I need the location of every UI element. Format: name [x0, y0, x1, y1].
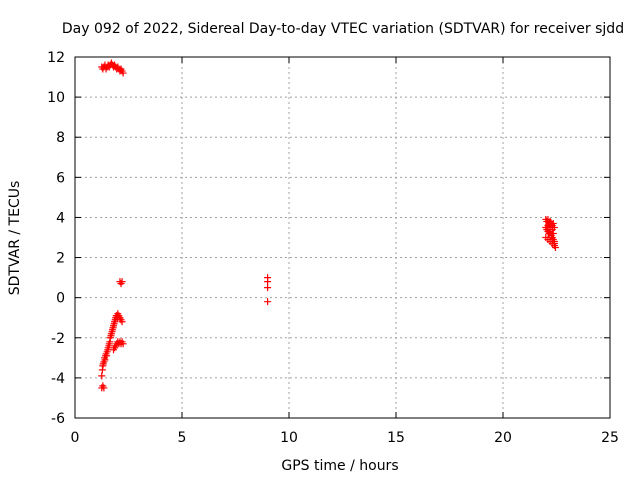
y-tick-label: -2: [51, 331, 65, 347]
x-tick-label: 10: [280, 430, 298, 446]
chart-title: Day 092 of 2022, Sidereal Day-to-day VTE…: [62, 21, 624, 37]
data-point: [98, 372, 106, 380]
data-point: [264, 298, 272, 306]
y-tick-label: 0: [56, 291, 65, 307]
data-point: [551, 244, 559, 252]
data-point: [118, 318, 126, 326]
y-tick-label: 8: [56, 130, 65, 146]
y-tick-label: 10: [47, 90, 65, 106]
data-point: [118, 278, 126, 286]
data-point: [100, 384, 108, 392]
plot-frame: [74, 56, 611, 419]
y-tick-label: 6: [56, 170, 65, 186]
x-tick-label: 15: [387, 430, 405, 446]
data-point: [549, 229, 557, 237]
data-point: [550, 240, 558, 248]
data-point: [119, 69, 127, 77]
grid-lines: [75, 57, 610, 418]
x-axis-label: GPS time / hours: [281, 458, 398, 474]
y-axis-label: SDTVAR / TECUs: [7, 181, 23, 296]
y-tick-label: 4: [56, 210, 65, 226]
data-point: [101, 356, 109, 364]
y-tick-label: -6: [51, 411, 65, 427]
data-point: [264, 278, 272, 286]
data-points: [98, 59, 559, 392]
axis-ticks: 0 5 10 15 20 25 -6 -4 -2 0 2 4 6 8 10 12: [47, 50, 619, 446]
y-tick-label: 2: [56, 251, 65, 267]
data-point: [264, 284, 272, 292]
data-point: [119, 340, 127, 348]
data-point: [548, 225, 556, 233]
y-tick-label: 12: [47, 50, 65, 66]
x-tick-label: 25: [601, 430, 619, 446]
x-tick-label: 20: [494, 430, 512, 446]
x-tick-label: 5: [178, 430, 187, 446]
data-point: [549, 219, 557, 227]
x-tick-label: 0: [71, 430, 80, 446]
y-tick-label: -4: [51, 371, 65, 387]
